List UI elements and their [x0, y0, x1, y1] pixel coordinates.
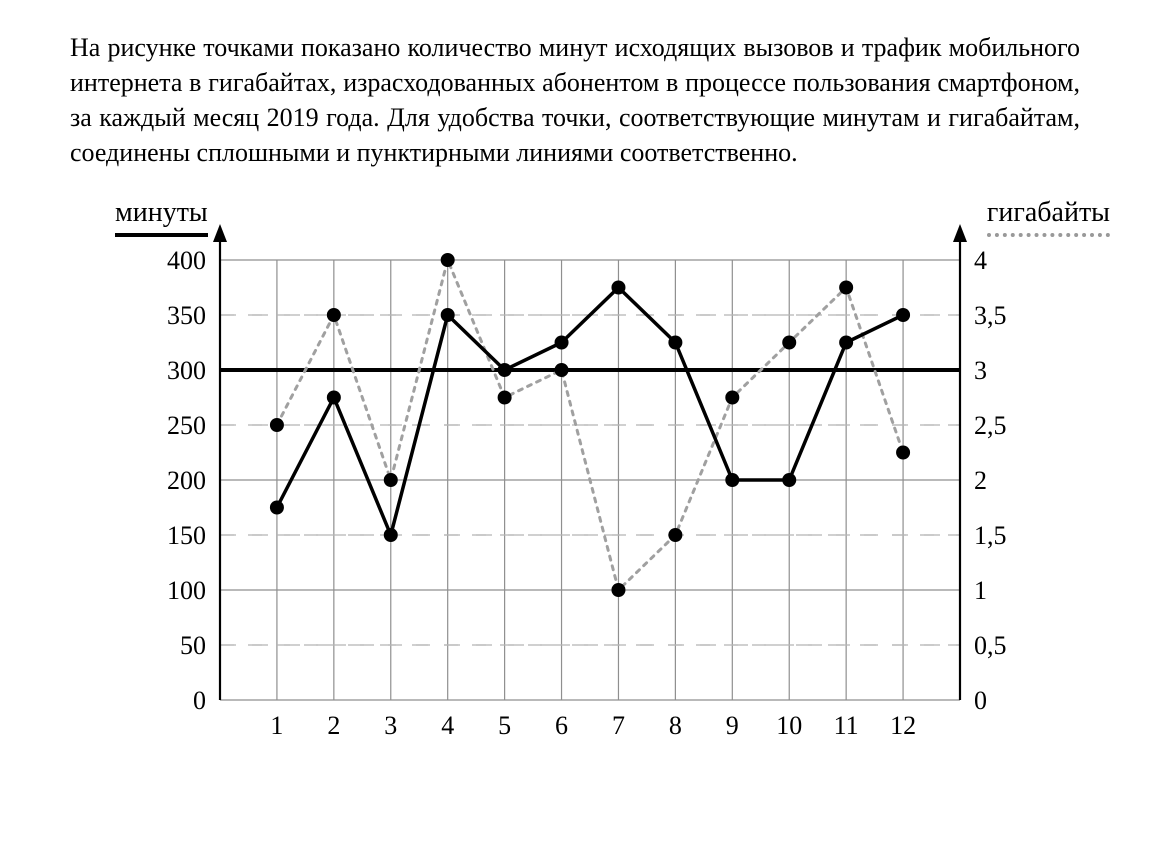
- y-left-tick-label: 400: [167, 246, 206, 275]
- gigabytes-point: [668, 528, 682, 542]
- x-tick-label: 10: [776, 711, 802, 740]
- x-tick-label: 8: [669, 711, 682, 740]
- y-left-tick-label: 250: [167, 411, 206, 440]
- y-left-tick-label: 200: [167, 466, 206, 495]
- y-right-tick-label: 1,5: [974, 521, 1007, 550]
- minutes-line: [277, 288, 903, 536]
- x-tick-label: 3: [384, 711, 397, 740]
- y-left-tick-label: 100: [167, 576, 206, 605]
- y-right-tick-label: 3: [974, 356, 987, 385]
- gigabytes-point: [555, 363, 569, 377]
- right-axis-title: гигабайты: [987, 197, 1110, 237]
- gigabytes-point: [725, 391, 739, 405]
- minutes-point: [498, 363, 512, 377]
- y-right-tick-label: 4: [974, 246, 987, 275]
- x-tick-label: 7: [612, 711, 625, 740]
- gigabytes-point: [611, 583, 625, 597]
- minutes-point: [441, 308, 455, 322]
- x-tick-label: 1: [270, 711, 283, 740]
- line-chart: 0 50 100 150 200 250 300 350 400 0 0,5 1 1,5 2 2,5 3 3,5…: [80, 205, 1090, 765]
- minutes-point: [725, 473, 739, 487]
- gigabytes-point: [441, 253, 455, 267]
- gigabytes-point: [839, 281, 853, 295]
- y-right-tick-label: 0,5: [974, 631, 1007, 660]
- minutes-point: [611, 281, 625, 295]
- gigabytes-point: [384, 473, 398, 487]
- y-right-tick-label: 3,5: [974, 301, 1007, 330]
- minutes-point: [384, 528, 398, 542]
- y-left-tick-label: 50: [180, 631, 206, 660]
- y-left-tick-label: 350: [167, 301, 206, 330]
- gigabytes-point: [498, 391, 512, 405]
- x-tick-label: 5: [498, 711, 511, 740]
- minutes-point: [782, 473, 796, 487]
- gigabytes-point: [782, 336, 796, 350]
- x-tick-label: 12: [890, 711, 916, 740]
- minutes-point: [668, 336, 682, 350]
- y-right-tick-label: 2: [974, 466, 987, 495]
- y-left-tick-label: 300: [167, 356, 206, 385]
- gigabytes-point: [896, 446, 910, 460]
- y-left-tick-label: 0: [193, 686, 206, 715]
- y-right-tick-label: 2,5: [974, 411, 1007, 440]
- gigabytes-point: [270, 418, 284, 432]
- gigabytes-point: [327, 308, 341, 322]
- y-right-tick-label: 1: [974, 576, 987, 605]
- x-tick-label: 9: [726, 711, 739, 740]
- x-tick-label: 2: [327, 711, 340, 740]
- minutes-point: [555, 336, 569, 350]
- x-tick-label: 11: [834, 711, 859, 740]
- minutes-point: [896, 308, 910, 322]
- x-tick-label: 4: [441, 711, 454, 740]
- y-right-tick-label: 0: [974, 686, 987, 715]
- y-left-tick-label: 150: [167, 521, 206, 550]
- x-tick-label: 6: [555, 711, 568, 740]
- chart-container: минуты гигабайты 05010015020025030035040…: [80, 205, 1080, 765]
- minutes-point: [839, 336, 853, 350]
- minutes-point: [270, 501, 284, 515]
- left-axis-title: минуты: [115, 197, 208, 237]
- minutes-point: [327, 391, 341, 405]
- description-text: На рисунке точками показано количество м…: [70, 30, 1080, 170]
